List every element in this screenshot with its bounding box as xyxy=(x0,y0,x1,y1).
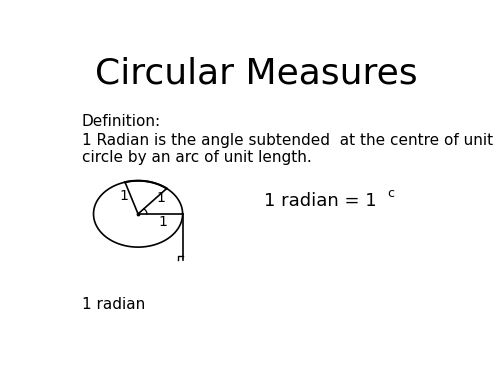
Text: 1 Radian is the angle subtended  at the centre of unit
circle by an arc of unit : 1 Radian is the angle subtended at the c… xyxy=(82,133,493,165)
Text: 1 radian = 1: 1 radian = 1 xyxy=(264,192,376,210)
Text: c: c xyxy=(387,187,394,200)
Text: 1 radian: 1 radian xyxy=(82,297,145,312)
Text: 1: 1 xyxy=(158,215,167,229)
Text: 1: 1 xyxy=(120,189,128,202)
Text: Definition:: Definition: xyxy=(82,114,161,129)
Text: 1: 1 xyxy=(156,191,165,205)
Text: Circular Measures: Circular Measures xyxy=(95,57,418,90)
